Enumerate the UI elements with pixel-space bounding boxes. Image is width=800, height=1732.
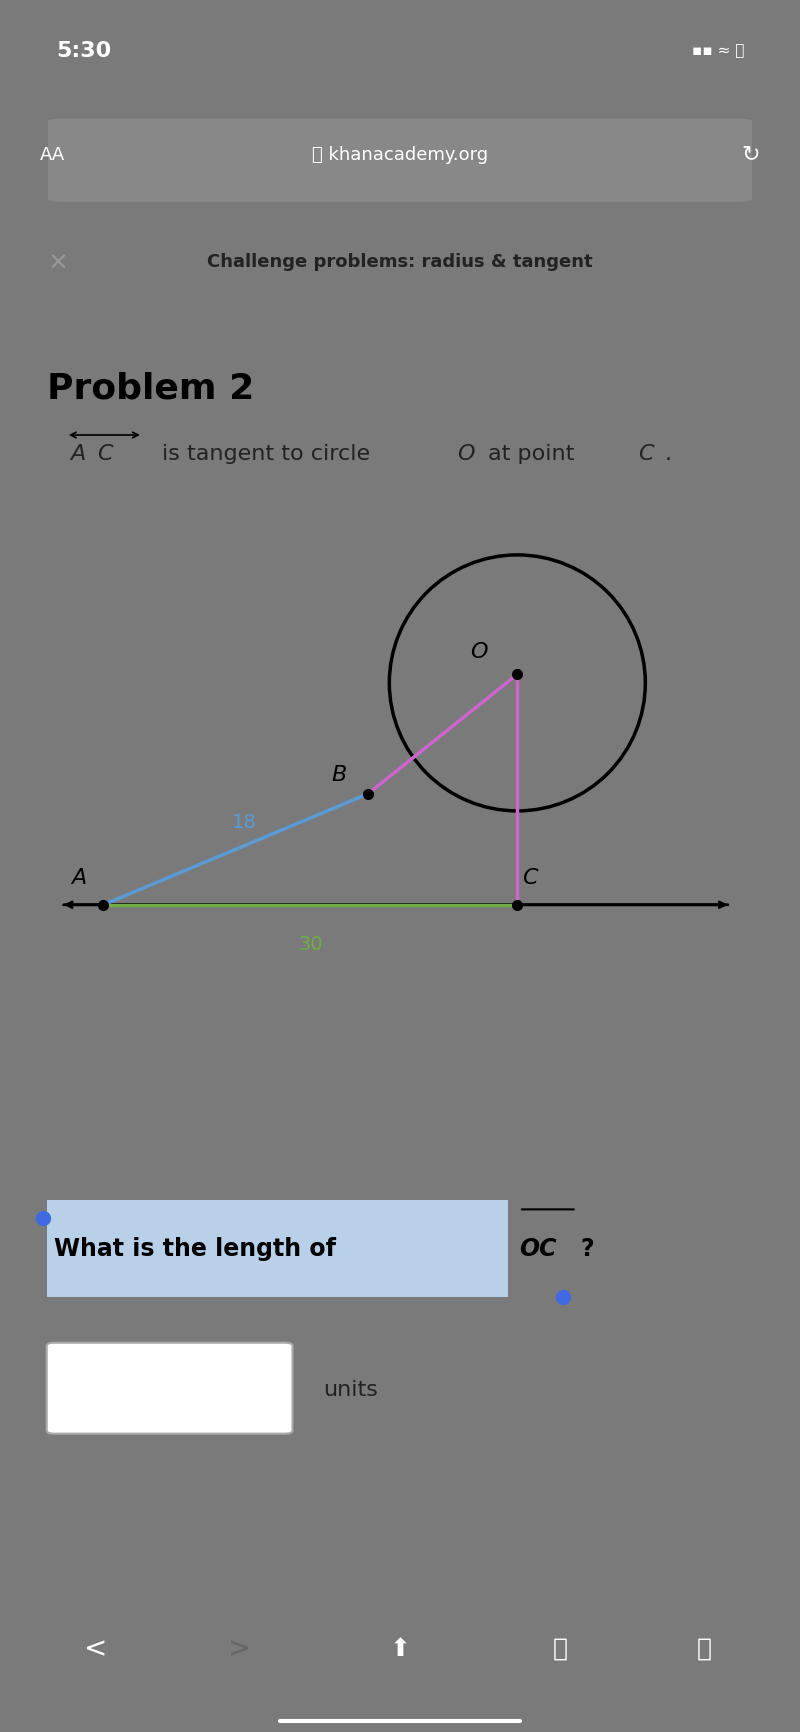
Text: Problem 2: Problem 2 [46, 371, 254, 405]
Text: <: < [84, 1635, 108, 1663]
Text: 5:30: 5:30 [56, 40, 111, 61]
Text: A: A [70, 443, 85, 464]
FancyBboxPatch shape [46, 1342, 293, 1434]
Text: What is the length of: What is the length of [54, 1237, 336, 1261]
Text: C: C [97, 443, 112, 464]
Text: ⧉: ⧉ [697, 1637, 711, 1661]
Text: units: units [323, 1380, 378, 1399]
Text: at point: at point [488, 443, 574, 464]
Text: >: > [228, 1635, 252, 1663]
Text: Challenge problems: radius & tangent: Challenge problems: radius & tangent [207, 253, 593, 272]
Text: C: C [522, 868, 537, 889]
Text: C: C [638, 443, 654, 464]
Text: 📖: 📖 [553, 1637, 567, 1661]
Text: ⬆: ⬆ [390, 1637, 410, 1661]
Text: B: B [331, 766, 346, 785]
FancyBboxPatch shape [48, 118, 752, 203]
Text: AA: AA [40, 145, 66, 163]
Text: O: O [458, 443, 475, 464]
Text: ?: ? [581, 1237, 594, 1261]
Text: is tangent to circle: is tangent to circle [162, 443, 370, 464]
FancyBboxPatch shape [46, 1200, 507, 1297]
Text: .: . [665, 443, 672, 464]
Text: O: O [470, 641, 487, 662]
Text: ↻: ↻ [742, 144, 760, 165]
Text: 30: 30 [298, 935, 322, 954]
Text: 18: 18 [232, 814, 257, 833]
Text: 🔒 khanacademy.org: 🔒 khanacademy.org [312, 145, 488, 163]
Text: ▪▪ ≈ 🔋: ▪▪ ≈ 🔋 [692, 43, 744, 59]
Text: ×: × [48, 251, 69, 274]
Text: A: A [71, 868, 86, 889]
Text: OC: OC [519, 1237, 557, 1261]
